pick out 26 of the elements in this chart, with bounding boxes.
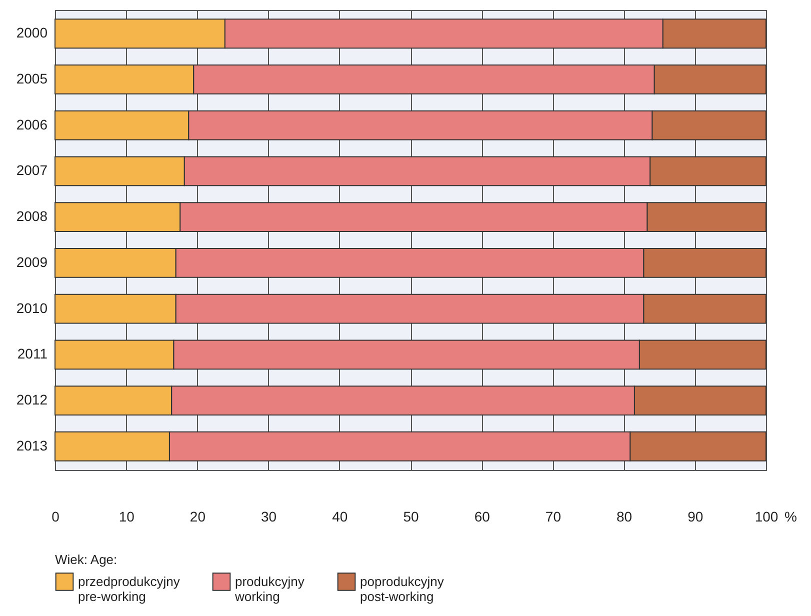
x-tick-label: 0 [52,508,60,524]
x-tick-label: 60 [474,508,490,524]
y-tick-label: 2009 [16,254,48,270]
x-tick-label: 70 [545,508,562,524]
x-tick-label: 100 [754,508,778,524]
y-tick-label: 2000 [16,24,48,41]
x-tick-label: 80 [616,508,632,524]
y-tick-label: 2008 [16,208,48,224]
x-tick-label: 40 [332,508,348,524]
legend-label: produkcyjny working [234,574,305,604]
legend-title: Wiek: Age: [55,552,118,567]
legend-label: przedprodukcyjny pre-working [78,574,180,604]
y-tick-label: 2010 [16,300,48,316]
y-tick-label: 2011 [17,346,48,362]
legend-label: poprodukcyjny post-working [360,574,444,604]
y-tick-label: 2005 [16,70,48,86]
x-axis-title: % [784,508,797,524]
y-tick-label: 2013 [16,437,48,454]
y-tick-label: 2006 [16,116,48,132]
x-tick-label: 50 [403,508,419,524]
y-tick-label: 2012 [16,392,48,408]
x-tick-label: 30 [261,508,277,524]
y-tick-label: 2007 [16,162,48,178]
x-tick-label: 20 [190,508,206,524]
x-tick-label: 90 [688,508,704,524]
x-tick-label: 10 [118,508,135,524]
